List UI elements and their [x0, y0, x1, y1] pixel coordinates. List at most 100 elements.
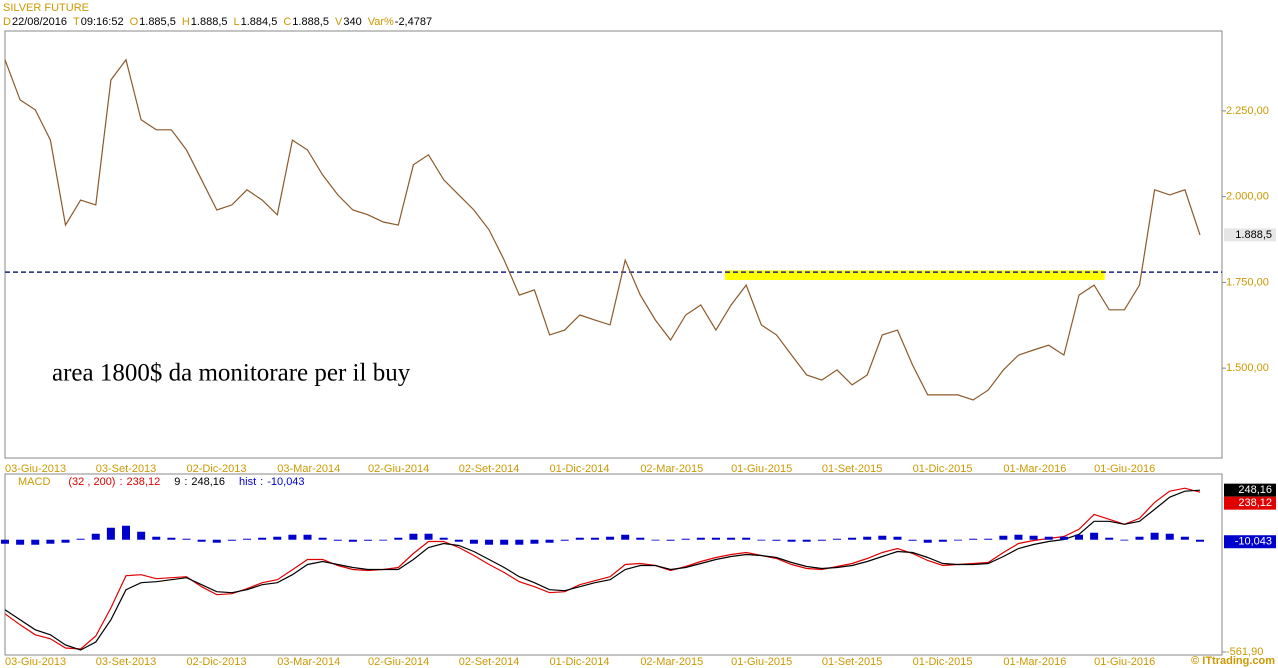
x-tick-label: 02-Mar-2015 [640, 463, 703, 475]
x-tick-label: 01-Dic-2014 [550, 656, 610, 668]
hist-bar [1029, 535, 1038, 540]
hist-bar [1196, 539, 1204, 542]
hist-bar [394, 537, 403, 540]
hist-bar [1150, 532, 1159, 540]
hist-bar [878, 535, 887, 540]
x-tick-label: 01-Giu-2015 [731, 463, 792, 475]
last-value-box [1224, 228, 1276, 242]
data-line [4, 487, 1201, 650]
last-value-label: 1.888,5 [1235, 229, 1272, 241]
legend-name: hist [239, 476, 256, 488]
hist-bar [575, 537, 584, 540]
hist-bar [984, 538, 993, 540]
hist-bar [1014, 534, 1023, 540]
x-tick-label: 01-Set-2015 [822, 463, 883, 475]
x-tick-label: 03-Set-2013 [96, 656, 157, 668]
legend-name: (32 , 200) [68, 476, 115, 488]
last-value-box [1224, 535, 1276, 549]
y-tick-label: 1.500,00 [1226, 362, 1269, 374]
data-line [4, 58, 1201, 401]
hist-bar [1074, 534, 1083, 540]
hist-bar [91, 533, 100, 540]
legend-sep: : [119, 476, 122, 488]
y-tick-label: 2.250,00 [1226, 105, 1269, 117]
last-value-box [1224, 483, 1276, 497]
info-value: 1.884,5 [241, 16, 278, 28]
hist-bar [1180, 536, 1189, 540]
hist-bar [212, 539, 221, 543]
x-tick-label: 01-Giu-2016 [1094, 656, 1155, 668]
hist-bar [197, 539, 206, 542]
info-key: V [335, 16, 343, 28]
x-tick-label: 02-Mar-2015 [640, 656, 703, 668]
last-value-box [1224, 496, 1276, 510]
y-tick-label: 2.000,00 [1226, 191, 1269, 203]
hist-bar [1105, 537, 1114, 540]
hist-bar [802, 539, 811, 542]
hist-bar [560, 539, 569, 541]
hist-bar [590, 537, 599, 540]
hist-bar [318, 537, 327, 540]
y-tick-label: 1.750,00 [1226, 276, 1269, 288]
hist-bar [379, 539, 388, 541]
hist-bar [938, 539, 947, 542]
legend-sep: : [260, 476, 263, 488]
hist-bar [258, 537, 267, 540]
legend-sep: : [184, 476, 187, 488]
hist-bar [621, 534, 630, 540]
plot-frame [4, 473, 1223, 656]
hist-bar [530, 539, 539, 544]
hist-bar [772, 539, 781, 541]
hist-bar [787, 539, 796, 542]
hist-bar [485, 539, 494, 545]
hist-bar [832, 538, 841, 540]
hist-bar [969, 538, 978, 540]
info-value: 340 [343, 16, 361, 28]
hist-bar [106, 527, 115, 540]
hist-bar [122, 525, 131, 540]
hist-bar [364, 539, 373, 541]
hist-bar [1044, 536, 1053, 540]
highlight-band [725, 270, 1105, 280]
chart-title: SILVER FUTURE [3, 2, 89, 14]
hist-bar [46, 539, 55, 544]
info-key: O [130, 16, 139, 28]
hist-bar [61, 539, 70, 543]
info-value: 1.888,5 [292, 16, 329, 28]
info-key: D [3, 16, 11, 28]
last-value-label: 248,16 [1238, 484, 1272, 496]
hist-bar [817, 539, 826, 541]
hist-bar [424, 533, 433, 540]
hist-bar [636, 537, 645, 540]
x-tick-label: 02-Dic-2013 [187, 463, 247, 475]
last-value-label: 238,12 [1238, 497, 1272, 509]
hist-bar [727, 537, 736, 540]
x-tick-label: 01-Dic-2015 [913, 656, 973, 668]
hist-bar [439, 537, 448, 540]
hist-bar [1059, 536, 1068, 540]
legend-title: MACD [18, 476, 50, 488]
info-key: Var% [368, 16, 394, 28]
copyright: © ITtrading.com [1191, 655, 1275, 667]
hist-bar [651, 539, 660, 541]
hist-bar [893, 536, 902, 540]
x-tick-label: 01-Set-2015 [822, 656, 883, 668]
hist-bar [16, 539, 25, 545]
hist-bar [606, 536, 615, 540]
hist-bar [666, 539, 675, 541]
hist-bar [288, 534, 297, 540]
info-value: -2,4787 [395, 16, 432, 28]
legend-name: 9 [174, 476, 180, 488]
hist-bar [454, 539, 463, 542]
y-tick-label: -561,90 [1226, 646, 1263, 658]
hist-bar [273, 536, 282, 540]
x-tick-label: 01-Mar-2016 [1003, 463, 1066, 475]
info-value: 09:16:52 [81, 16, 124, 28]
annotation: area 1800$ da monitorare per il buy [52, 360, 411, 387]
hist-bar [1, 539, 9, 544]
legend-value: -10,043 [267, 476, 304, 488]
x-tick-label: 03-Mar-2014 [277, 463, 340, 475]
hist-bar [31, 539, 40, 545]
hist-bar [469, 539, 478, 544]
